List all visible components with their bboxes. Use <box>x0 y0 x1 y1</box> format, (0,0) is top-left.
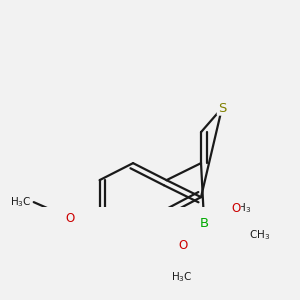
Text: CH$_3$: CH$_3$ <box>200 298 221 300</box>
Text: CH$_3$: CH$_3$ <box>230 201 251 214</box>
Text: B: B <box>200 217 209 230</box>
Text: CH$_3$: CH$_3$ <box>249 228 271 242</box>
Text: H$_3$C: H$_3$C <box>171 270 193 284</box>
Text: O: O <box>178 238 188 252</box>
Text: O: O <box>66 212 75 225</box>
Text: O: O <box>231 202 240 214</box>
Text: H$_3$C: H$_3$C <box>10 195 32 209</box>
Text: S: S <box>218 102 226 115</box>
